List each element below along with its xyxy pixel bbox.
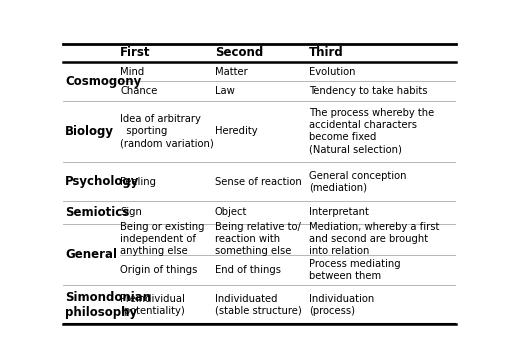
Text: Second: Second: [214, 47, 263, 59]
Text: Process mediating
between them: Process mediating between them: [309, 259, 401, 281]
Text: Simondonian
philosophy: Simondonian philosophy: [65, 291, 152, 319]
Text: Biology: Biology: [65, 125, 115, 138]
Text: Matter: Matter: [214, 67, 247, 77]
Text: Heredity: Heredity: [214, 126, 257, 136]
Text: Tendency to take habits: Tendency to take habits: [309, 86, 427, 96]
Text: Psychology: Psychology: [65, 175, 140, 188]
Text: End of things: End of things: [214, 265, 281, 275]
Text: Sign: Sign: [120, 207, 142, 217]
Text: Interpretant: Interpretant: [309, 207, 369, 217]
Text: Law: Law: [214, 86, 234, 96]
Text: Origin of things: Origin of things: [120, 265, 198, 275]
Text: General conception
(mediation): General conception (mediation): [309, 170, 407, 193]
Text: Being relative to/
reaction with
something else: Being relative to/ reaction with somethi…: [214, 222, 301, 256]
Text: Cosmogony: Cosmogony: [65, 75, 141, 88]
Text: Individuation
(process): Individuation (process): [309, 294, 374, 316]
Text: General: General: [65, 248, 117, 261]
Text: Mediation, whereby a first
and second are brought
into relation: Mediation, whereby a first and second ar…: [309, 222, 440, 256]
Text: The process whereby the
accidental characters
become fixed
(Natural selection): The process whereby the accidental chara…: [309, 108, 434, 154]
Text: Chance: Chance: [120, 86, 158, 96]
Text: Feeling: Feeling: [120, 177, 156, 186]
Text: Third: Third: [309, 47, 344, 59]
Text: Sense of reaction: Sense of reaction: [214, 177, 301, 186]
Text: Object: Object: [214, 207, 247, 217]
Text: Semiotics: Semiotics: [65, 206, 130, 219]
Text: Individuated
(stable structure): Individuated (stable structure): [214, 294, 301, 316]
Text: Idea of arbitrary
  sporting
(random variation): Idea of arbitrary sporting (random varia…: [120, 114, 214, 149]
Text: Mind: Mind: [120, 67, 144, 77]
Text: Evolution: Evolution: [309, 67, 355, 77]
Text: Being or existing
independent of
anything else: Being or existing independent of anythin…: [120, 222, 205, 256]
Text: First: First: [120, 47, 151, 59]
Text: Preindividual
(potentiality): Preindividual (potentiality): [120, 294, 185, 316]
